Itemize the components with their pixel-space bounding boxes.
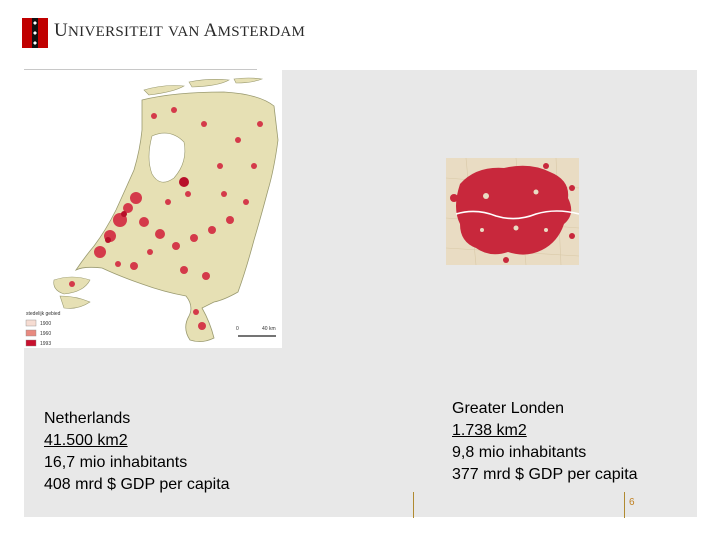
greater-london-urban-map bbox=[446, 158, 579, 265]
legend-swatch-1960 bbox=[25, 329, 37, 337]
legend-label-1960: 1960 bbox=[40, 331, 51, 337]
legend-label-1993: 1993 bbox=[40, 341, 51, 347]
header-divider bbox=[24, 69, 257, 70]
london-area: 1.738 km2 bbox=[452, 422, 527, 439]
legend-title: stedelijk gebied bbox=[26, 311, 61, 317]
netherlands-urban-map: stedelijk gebied 1900 1960 1993 0 40 km bbox=[24, 70, 282, 348]
netherlands-stats: Netherlands 41.500 km2 16,7 mio inhabita… bbox=[44, 408, 230, 496]
thames-river bbox=[455, 210, 579, 220]
london-name: Greater Londen bbox=[452, 400, 565, 417]
london-population: 9,8 mio inhabitants bbox=[452, 444, 587, 461]
netherlands-area: 41.500 km2 bbox=[44, 432, 128, 449]
header: UNIVERSITEIT VAN AMSTERDAM bbox=[0, 0, 720, 70]
netherlands-gdp: 408 mrd $ GDP per capita bbox=[44, 476, 230, 493]
footer-divider-right bbox=[624, 492, 625, 518]
uva-crest-icon bbox=[22, 18, 48, 48]
legend-swatch-1993 bbox=[25, 339, 37, 347]
page-number: 6 bbox=[629, 497, 635, 508]
university-name: UNIVERSITEIT VAN AMSTERDAM bbox=[54, 20, 306, 41]
london-stats: Greater Londen 1.738 km2 9,8 mio inhabit… bbox=[452, 398, 638, 486]
london-gdp: 377 mrd $ GDP per capita bbox=[452, 466, 638, 483]
scale-end: 40 km bbox=[262, 326, 276, 332]
footer-divider-left bbox=[413, 492, 414, 518]
legend-swatch-1900 bbox=[25, 319, 37, 327]
scale-start: 0 bbox=[236, 326, 239, 332]
legend-label-1900: 1900 bbox=[40, 321, 51, 327]
netherlands-population: 16,7 mio inhabitants bbox=[44, 454, 188, 471]
netherlands-name: Netherlands bbox=[44, 410, 131, 427]
